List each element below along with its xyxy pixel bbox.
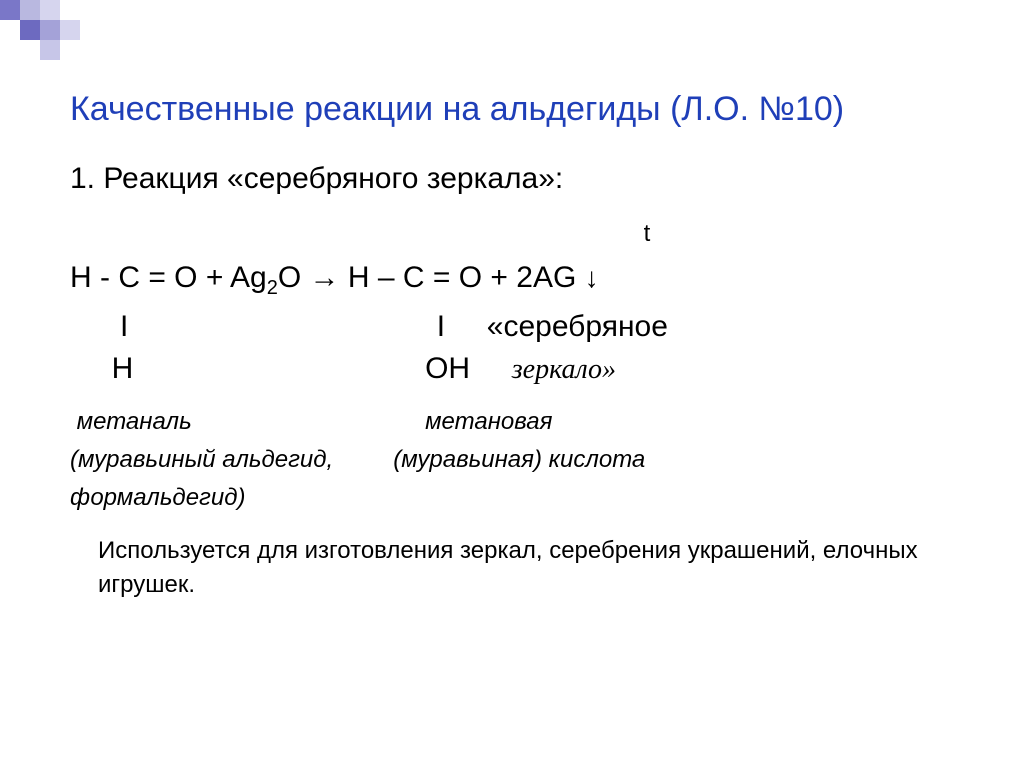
- bond-i1: I: [70, 310, 128, 343]
- paren-line-2: формальдегид): [70, 484, 974, 512]
- eq-left: H - C = O + Ag: [70, 261, 267, 294]
- quote-open: «: [487, 310, 504, 343]
- metanovaya-label: метановая: [192, 408, 553, 435]
- eq-subscript: 2: [267, 277, 278, 299]
- slide-title: Качественные реакции на альдегиды (Л.О. …: [70, 90, 844, 129]
- down-arrow-icon: ↓: [585, 262, 599, 293]
- deco-square: [40, 20, 60, 40]
- oh-group: OH: [133, 352, 511, 385]
- bond-i2: I: [128, 310, 486, 343]
- compound-labels: метаналь метановая: [70, 408, 974, 436]
- deco-square: [20, 20, 40, 40]
- deco-square: [20, 0, 40, 20]
- paren-line-1: (муравьиный альдегид, (муравьиная) кисло…: [70, 446, 974, 474]
- deco-square: [40, 0, 60, 20]
- paren-right: (муравьиная) кислота: [333, 446, 645, 473]
- temperature-label: t: [320, 220, 974, 248]
- deco-square: [40, 40, 60, 60]
- mirror-word: зеркало»: [512, 354, 616, 385]
- h-atom: H: [70, 352, 133, 385]
- slide: Качественные реакции на альдегиды (Л.О. …: [0, 0, 1024, 768]
- chemical-equation: H - C = O + Ag2O → H – C = O + 2AG ↓: [70, 258, 974, 302]
- silver-word: серебряное: [503, 310, 667, 343]
- deco-square: [60, 20, 80, 40]
- deco-square: [0, 0, 20, 20]
- subtitle-line: 1. Реакция «серебряного зеркала»:: [70, 162, 974, 196]
- eq-mid: O → H – C = O + 2AG: [278, 261, 585, 294]
- metanal-label: метаналь: [70, 408, 192, 435]
- equation-row-3: H OH зеркало»: [70, 352, 974, 386]
- equation-row-2: I I «серебряное: [70, 310, 974, 344]
- paren-left: (муравьиный альдегид,: [70, 446, 333, 473]
- slide-content: 1. Реакция «серебряного зеркала»: t H - …: [70, 150, 974, 601]
- body-paragraph: Используется для изготовления зеркал, се…: [98, 534, 974, 601]
